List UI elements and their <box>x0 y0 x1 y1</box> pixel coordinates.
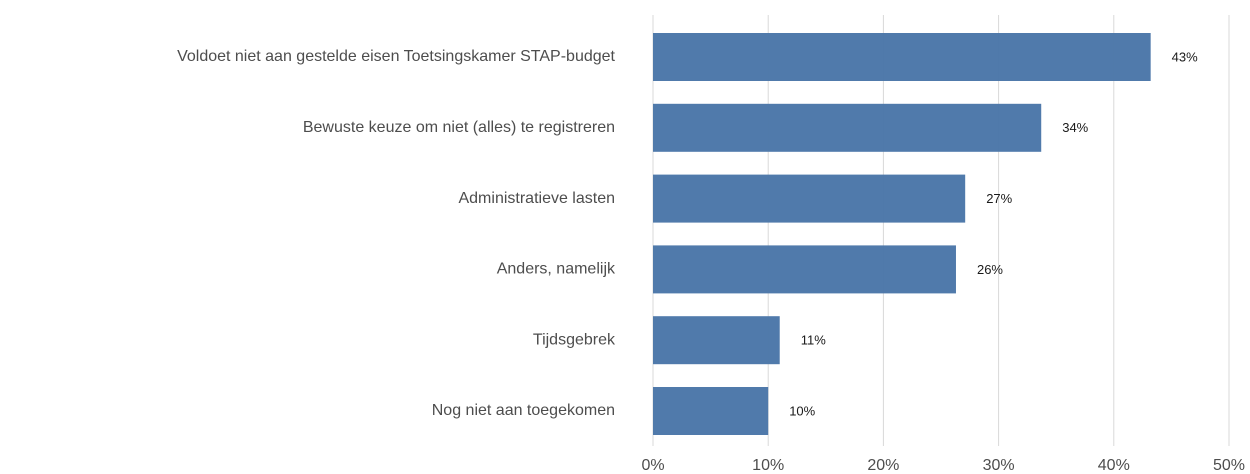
category-label: Administratieve lasten <box>458 190 615 207</box>
data-label: 34% <box>1062 120 1088 135</box>
bar <box>653 174 966 223</box>
category-label: Nog niet aan toegekomen <box>432 402 615 419</box>
data-label: 27% <box>986 191 1012 206</box>
category-label: Tijdsgebrek <box>533 331 616 348</box>
category-label: Bewuste keuze om niet (alles) te registr… <box>303 119 615 136</box>
x-tick-label: 30% <box>983 457 1015 474</box>
bar <box>653 316 780 365</box>
category-label: Voldoet niet aan gestelde eisen Toetsing… <box>177 48 615 65</box>
data-label: 43% <box>1172 49 1198 64</box>
bar <box>653 103 1042 152</box>
x-tick-label: 10% <box>752 457 784 474</box>
data-label: 26% <box>977 262 1003 277</box>
data-label: 10% <box>789 403 815 418</box>
x-tick-label: 40% <box>1098 457 1130 474</box>
data-label: 11% <box>801 333 826 348</box>
category-label: Anders, namelijk <box>497 261 616 278</box>
bar <box>653 387 769 435</box>
x-tick-label: 20% <box>867 457 899 474</box>
x-tick-label: 0% <box>641 457 664 474</box>
bar <box>653 245 956 294</box>
x-tick-label: 50% <box>1213 457 1245 474</box>
bar <box>653 33 1151 81</box>
